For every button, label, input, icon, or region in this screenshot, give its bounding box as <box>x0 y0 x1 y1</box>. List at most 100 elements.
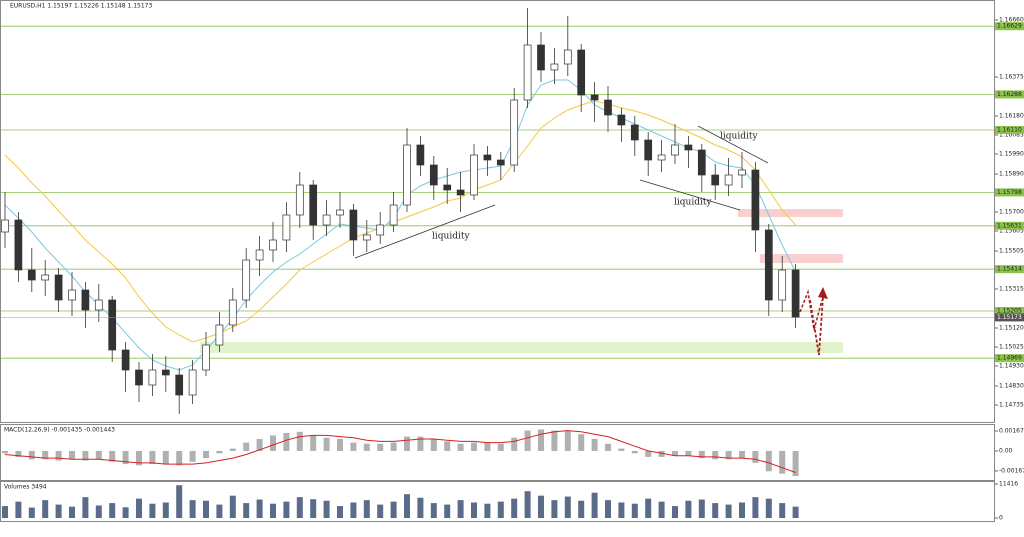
volume-bar <box>203 500 209 518</box>
macd-bar <box>511 437 518 451</box>
volume-bar <box>363 500 370 518</box>
volume-bar <box>310 499 317 518</box>
macd-bar <box>162 450 169 465</box>
candle-body <box>697 149 706 176</box>
candle-body <box>523 44 532 101</box>
candle-body <box>644 139 653 161</box>
y-tick-label: 0 <box>999 515 1003 522</box>
macd-bar <box>712 450 719 460</box>
macd-bar <box>363 443 370 451</box>
macd-bar <box>55 450 62 461</box>
volume-bar <box>243 503 250 518</box>
signal-line <box>4 430 796 473</box>
y-tick-label: 1.16085 <box>999 132 1024 139</box>
macd-bar <box>243 442 250 451</box>
macd-bar <box>350 442 357 451</box>
candle-body <box>54 274 63 301</box>
macd-bar <box>551 430 558 451</box>
level-label: 1.16629 <box>997 23 1022 30</box>
volume-bar <box>55 504 62 518</box>
volume-bar <box>122 507 129 518</box>
macd-bar <box>296 431 303 451</box>
candle-body <box>684 144 693 151</box>
macd-bar <box>765 450 772 472</box>
volume-bar <box>792 506 799 518</box>
macd-bar <box>444 441 451 451</box>
volume-bar <box>430 503 437 518</box>
demand-zone <box>200 342 843 353</box>
candle-body <box>27 269 36 281</box>
macd-bar <box>645 450 652 457</box>
volume-bar <box>497 501 504 518</box>
annotation: liquidity <box>674 198 712 208</box>
candle-body <box>282 214 291 241</box>
volume-bar <box>229 495 236 518</box>
candle-body <box>94 299 103 311</box>
volume-bar <box>149 503 156 518</box>
volume-bar <box>109 503 116 518</box>
macd-bar <box>404 436 410 451</box>
candle-body <box>778 269 787 301</box>
macd-bar <box>270 435 276 451</box>
macd-bar <box>591 438 598 451</box>
macd-bar <box>256 438 263 451</box>
level-label-box <box>995 265 1024 274</box>
candle-body <box>255 249 264 261</box>
current-price-label: 1.15173 <box>997 314 1022 321</box>
candle-body <box>617 114 626 126</box>
macd-bar <box>685 450 692 456</box>
y-tick-label: -0.001675 <box>999 467 1024 474</box>
volume-bar <box>189 500 196 518</box>
volume-bar <box>457 500 464 518</box>
macd-bar <box>42 450 49 460</box>
level-label: 1.15798 <box>997 189 1022 196</box>
level-label: 1.16288 <box>997 91 1022 98</box>
volume-bar <box>417 497 424 518</box>
trend-line <box>354 204 496 259</box>
candle-body <box>309 184 318 226</box>
candle-body <box>751 169 760 231</box>
candle-body <box>764 229 773 301</box>
macd-bar <box>538 429 544 451</box>
candle-body <box>269 239 277 251</box>
y-tick-label: 1.14930 <box>999 363 1024 370</box>
candle-body <box>416 144 425 166</box>
level-label-box <box>995 22 1024 31</box>
macd-bar <box>323 437 330 451</box>
volume-bar <box>390 501 397 518</box>
candle-body <box>215 324 224 346</box>
y-tick-label: 1.15025 <box>999 344 1024 351</box>
y-tick-label: 1.15120 <box>999 325 1024 332</box>
indicator-title: MACD(12,26,9) -0.001435 -0.001443 <box>4 427 115 434</box>
macd-bar <box>457 443 464 451</box>
macd-bar <box>417 436 424 451</box>
candle-body <box>81 289 90 311</box>
candle-body <box>228 299 237 326</box>
candle-body <box>108 299 117 351</box>
volume-bar <box>216 504 223 518</box>
volume-bar <box>283 501 290 518</box>
candle-body <box>510 99 519 166</box>
candle-body <box>135 369 143 386</box>
macd-bar <box>69 450 75 460</box>
volume-bar <box>712 503 719 518</box>
macd-frame <box>0 424 995 481</box>
level-label: 1.15631 <box>997 222 1022 229</box>
macd-bar <box>631 450 638 454</box>
macd-bar <box>337 438 343 451</box>
volume-bar <box>377 504 384 518</box>
level-label: 1.14969 <box>997 355 1022 362</box>
candle-body <box>496 159 505 166</box>
y-tick-label: 1.15990 <box>999 151 1024 158</box>
candle-body <box>550 63 559 71</box>
volume-bar <box>618 502 625 518</box>
candle-body <box>121 349 130 371</box>
main-frame <box>0 0 995 423</box>
macd-bar <box>136 450 142 466</box>
volume-bar <box>739 502 745 518</box>
macd-bar <box>283 433 290 451</box>
volume-bar <box>511 498 518 518</box>
candle-body <box>202 344 210 371</box>
y-tick-label: 1.14735 <box>999 402 1024 409</box>
volume-bar <box>698 499 705 518</box>
